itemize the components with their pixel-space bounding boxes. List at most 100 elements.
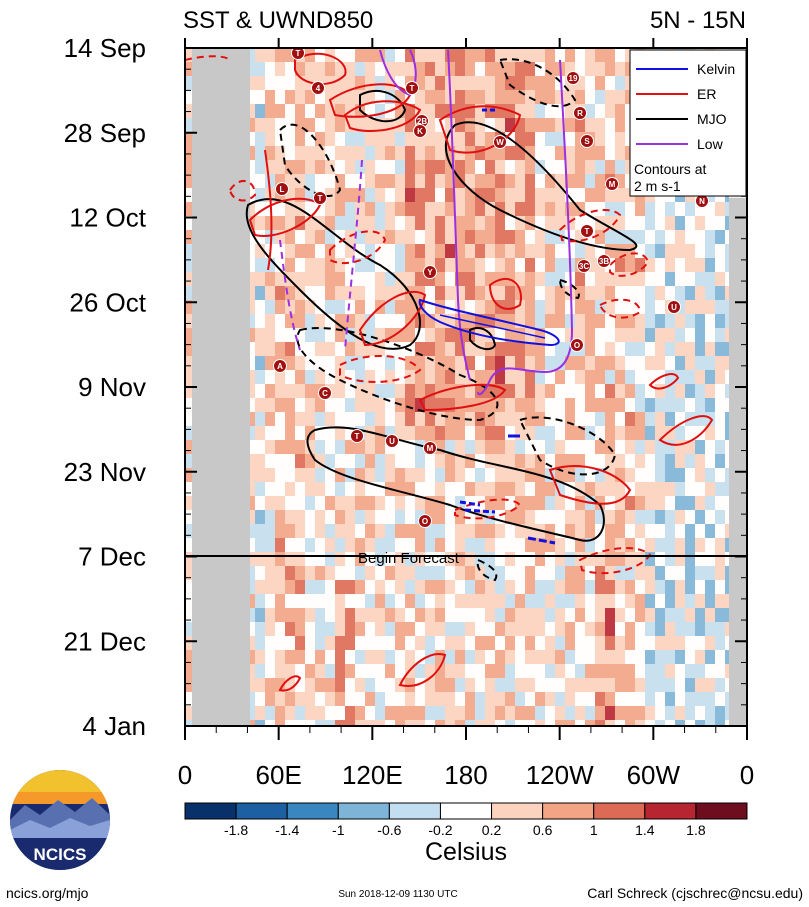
- sst-cell: [325, 286, 335, 300]
- sst-cell: [305, 328, 315, 342]
- sst-cell: [505, 300, 515, 314]
- sst-cell: [365, 174, 375, 188]
- sst-cell: [655, 244, 665, 258]
- sst-cell: [395, 356, 405, 370]
- sst-cell: [675, 286, 685, 300]
- sst-cell: [275, 636, 285, 650]
- sst-cell: [365, 608, 375, 622]
- sst-cell: [345, 482, 355, 496]
- sst-cell: [445, 244, 455, 258]
- sst-cell: [445, 132, 455, 146]
- sst-cell: [705, 216, 715, 230]
- sst-cell: [445, 370, 455, 384]
- sst-cell: [515, 76, 525, 90]
- sst-cell: [425, 62, 435, 76]
- sst-cell: [275, 104, 285, 118]
- sst-cell: [695, 426, 705, 440]
- sst-cell: [435, 146, 445, 160]
- sst-cell: [455, 552, 465, 566]
- sst-cell: [365, 342, 375, 356]
- sst-cell: [575, 90, 585, 104]
- sst-cell: [555, 426, 565, 440]
- sst-cell: [525, 426, 535, 440]
- sst-cell: [325, 580, 335, 594]
- sst-cell: [465, 580, 475, 594]
- sst-cell: [275, 482, 285, 496]
- sst-cell: [565, 524, 575, 538]
- colorbar-swatch: [439, 802, 493, 820]
- sst-cell: [415, 160, 425, 174]
- sst-cell: [565, 692, 575, 706]
- sst-cell: [565, 412, 575, 426]
- sst-cell: [645, 622, 655, 636]
- sst-cell: [375, 76, 385, 90]
- sst-cell: [485, 580, 495, 594]
- sst-cell: [645, 300, 655, 314]
- sst-cell: [695, 622, 705, 636]
- sst-cell: [385, 454, 395, 468]
- sst-cell: [555, 608, 565, 622]
- sst-cell: [475, 342, 485, 356]
- sst-cell: [335, 90, 345, 104]
- sst-cell: [295, 580, 305, 594]
- sst-cell: [655, 454, 665, 468]
- sst-cell: [585, 314, 595, 328]
- sst-cell: [465, 230, 475, 244]
- sst-cell: [645, 370, 655, 384]
- sst-cell: [605, 342, 615, 356]
- sst-cell: [445, 608, 455, 622]
- sst-cell: [475, 188, 485, 202]
- sst-cell: [655, 286, 665, 300]
- sst-cell: [325, 118, 335, 132]
- storm-marker-label: T: [355, 432, 360, 441]
- sst-cell: [715, 510, 725, 524]
- sst-cell: [655, 482, 665, 496]
- sst-cell: [425, 104, 435, 118]
- sst-cell: [345, 678, 355, 692]
- sst-cell: [605, 300, 615, 314]
- sst-cell: [555, 678, 565, 692]
- sst-cell: [415, 650, 425, 664]
- sst-cell: [285, 552, 295, 566]
- sst-cell: [595, 664, 605, 678]
- sst-cell: [375, 174, 385, 188]
- sst-cell: [555, 706, 565, 720]
- sst-cell: [515, 692, 525, 706]
- sst-cell: [285, 216, 295, 230]
- sst-cell: [495, 146, 505, 160]
- sst-cell: [255, 328, 265, 342]
- sst-cell: [265, 580, 275, 594]
- sst-cell: [535, 118, 545, 132]
- sst-cell: [475, 482, 485, 496]
- sst-cell: [615, 160, 625, 174]
- colorbar-swatch: [235, 802, 288, 820]
- sst-cell: [415, 62, 425, 76]
- sst-cell: [665, 566, 675, 580]
- sst-cell: [535, 552, 545, 566]
- sst-cell: [395, 328, 405, 342]
- sst-cell: [425, 202, 435, 216]
- sst-cell: [685, 216, 695, 230]
- sst-cell: [335, 482, 345, 496]
- sst-cell: [685, 482, 695, 496]
- sst-cell: [425, 650, 435, 664]
- sst-cell: [645, 356, 655, 370]
- sst-cell: [275, 118, 285, 132]
- sst-cell: [545, 524, 555, 538]
- sst-cell: [635, 636, 645, 650]
- sst-cell: [435, 62, 445, 76]
- sst-cell: [465, 286, 475, 300]
- sst-cell: [305, 398, 315, 412]
- sst-cell: [335, 608, 345, 622]
- sst-cell: [315, 678, 325, 692]
- sst-cell: [295, 230, 305, 244]
- sst-cell: [335, 272, 345, 286]
- sst-cell: [465, 692, 475, 706]
- sst-cell: [435, 230, 445, 244]
- sst-cell: [365, 398, 375, 412]
- sst-cell: [295, 440, 305, 454]
- sst-cell: [505, 566, 515, 580]
- sst-cell: [525, 706, 535, 720]
- sst-cell: [485, 314, 495, 328]
- sst-cell: [265, 426, 275, 440]
